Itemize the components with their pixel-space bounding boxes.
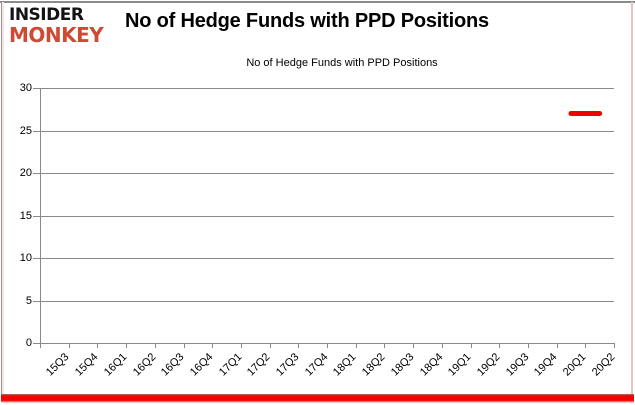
x-axis-tick-label-text: 18Q2 bbox=[360, 351, 388, 379]
x-axis-tick bbox=[557, 343, 558, 348]
x-axis-tick-label-text: 19Q2 bbox=[474, 351, 503, 379]
x-axis-tick bbox=[126, 343, 127, 348]
y-axis-tick-label: 0 bbox=[25, 337, 32, 349]
gridline bbox=[33, 343, 614, 344]
x-axis-tick bbox=[40, 343, 41, 348]
y-axis-tick-label: 20 bbox=[19, 167, 32, 179]
x-axis-tick-label-text: 16Q4 bbox=[187, 351, 216, 379]
x-axis-tick-label-text: 15Q4 bbox=[73, 351, 101, 379]
x-axis-tick bbox=[356, 343, 357, 348]
x-axis-tick bbox=[528, 343, 529, 348]
gridline bbox=[33, 258, 614, 259]
gridline bbox=[33, 216, 614, 217]
gridline bbox=[33, 301, 614, 302]
x-axis-tick bbox=[413, 343, 414, 348]
chart-legend: No of Hedge Funds with PPD Positions bbox=[40, 56, 614, 70]
y-axis-tick-label: 25 bbox=[19, 125, 32, 137]
x-axis-tick-label-text: 16Q1 bbox=[101, 351, 130, 379]
frame-border-top bbox=[0, 1, 635, 3]
logo-text-insider: INSIDER bbox=[9, 5, 84, 25]
x-axis-tick bbox=[241, 343, 242, 348]
frame-border-right bbox=[631, 2, 633, 401]
x-axis-tick bbox=[471, 343, 472, 348]
series-line-svg bbox=[568, 111, 603, 116]
x-axis-tick-label-text: 19Q4 bbox=[532, 351, 560, 379]
x-axis-tick-label-text: 17Q3 bbox=[273, 351, 302, 379]
x-axis-tick bbox=[155, 343, 156, 348]
x-axis-tick bbox=[327, 343, 328, 348]
chart-title: No of Hedge Funds with PPD Positions bbox=[125, 10, 489, 32]
legend-label: No of Hedge Funds with PPD Positions bbox=[246, 57, 438, 69]
gridline bbox=[33, 88, 614, 89]
x-axis-tick bbox=[97, 343, 98, 348]
logo-text-monkey: MONKEY bbox=[9, 23, 104, 47]
x-axis-tick bbox=[270, 343, 271, 348]
x-axis-tick-label-text: 16Q2 bbox=[130, 351, 158, 379]
x-axis-tick-label-text: 17Q2 bbox=[245, 351, 273, 379]
x-axis-tick bbox=[442, 343, 443, 348]
x-axis-tick-label-text: 19Q3 bbox=[503, 351, 532, 379]
x-axis-tick bbox=[384, 343, 385, 348]
x-axis-tick-label-text: 19Q1 bbox=[446, 351, 474, 379]
y-axis-tick-label: 15 bbox=[19, 210, 32, 222]
x-axis-tick-label-text: 15Q3 bbox=[44, 351, 72, 379]
x-axis-tick-label-text: 16Q3 bbox=[159, 351, 187, 379]
plot-area: 0 5 10 15 20 25 30 15Q3 15Q4 16Q1 16Q2 16Q3 16Q4 17Q1… bbox=[20, 82, 617, 379]
frame-border-bottom-red-bar bbox=[1, 394, 634, 403]
frame-border-left bbox=[1, 2, 2, 401]
x-axis-tick-label-text: 18Q4 bbox=[417, 351, 445, 379]
x-axis-tick bbox=[499, 343, 500, 348]
insider-monkey-logo: INSIDER MONKEY bbox=[9, 5, 104, 47]
legend-line-marker bbox=[216, 61, 245, 65]
x-axis-tick bbox=[614, 343, 615, 348]
x-axis-tick bbox=[298, 343, 299, 348]
gridline bbox=[33, 131, 614, 132]
x-axis-tick bbox=[212, 343, 213, 348]
x-axis-tick bbox=[184, 343, 185, 348]
x-axis-tick-label-text: 20Q1 bbox=[560, 351, 589, 379]
x-axis-tick bbox=[69, 343, 70, 348]
x-axis-tick-label-text: 17Q1 bbox=[216, 351, 245, 379]
x-axis-tick-label-text: 20Q2 bbox=[589, 351, 618, 379]
x-axis-tick-label-text: 17Q4 bbox=[302, 351, 331, 379]
gridline bbox=[33, 173, 614, 174]
y-axis-tick-label: 5 bbox=[25, 295, 32, 307]
y-axis-tick-label: 10 bbox=[19, 252, 32, 264]
frame-border-left-tint bbox=[2, 2, 4, 401]
y-axis-tick-label: 30 bbox=[19, 82, 32, 94]
x-axis-tick-label-text: 18Q1 bbox=[331, 351, 359, 379]
x-axis-tick-label-text: 18Q3 bbox=[388, 351, 417, 379]
x-axis-tick bbox=[585, 343, 586, 348]
